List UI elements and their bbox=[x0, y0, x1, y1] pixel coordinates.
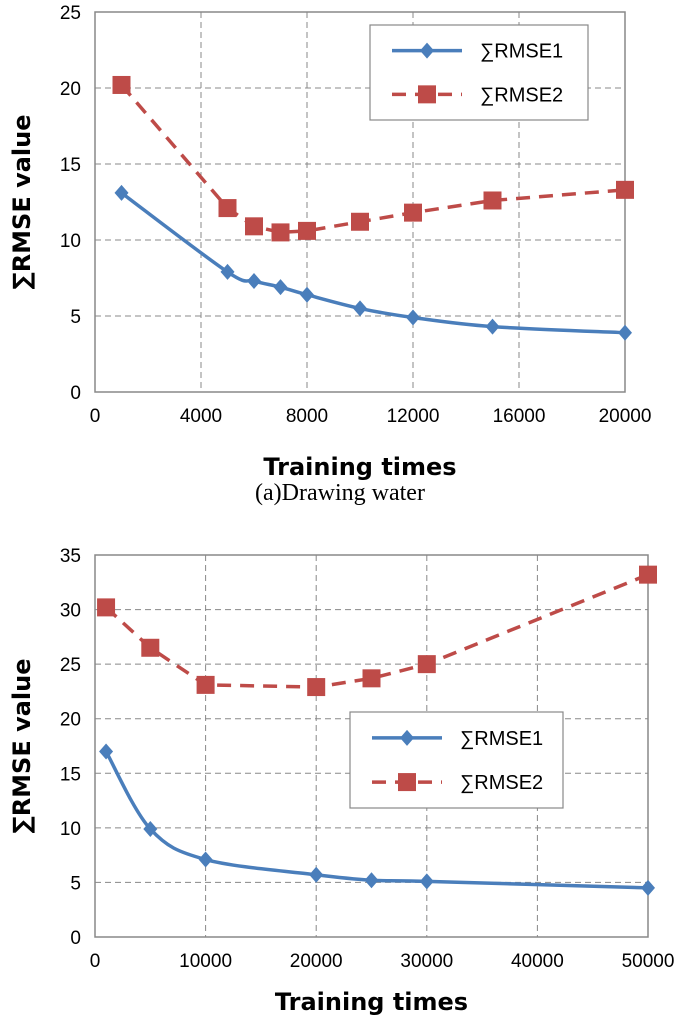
y-tick-label: 0 bbox=[70, 383, 81, 404]
y-tick-label: 10 bbox=[60, 819, 81, 840]
data-point-1 bbox=[419, 873, 434, 890]
data-point-1 bbox=[485, 318, 500, 335]
x-tick-label: 0 bbox=[90, 951, 101, 972]
data-point-1 bbox=[641, 879, 655, 896]
legend-label: ∑RMSE1 bbox=[480, 41, 563, 63]
x-tick-label: 12000 bbox=[387, 406, 440, 427]
x-tick-label: 30000 bbox=[400, 951, 453, 972]
data-point-2 bbox=[362, 669, 381, 688]
legend-marker bbox=[420, 42, 434, 59]
data-point-2 bbox=[97, 598, 116, 617]
y-tick-label: 25 bbox=[60, 3, 81, 24]
y-tick-label: 35 bbox=[60, 546, 81, 567]
legend-label: ∑RMSE1 bbox=[460, 728, 543, 750]
legend-box bbox=[369, 24, 589, 121]
x-tick-label: 50000 bbox=[622, 951, 675, 972]
data-point-2 bbox=[196, 675, 215, 694]
plot-area bbox=[94, 554, 649, 938]
legend-box bbox=[349, 711, 564, 809]
legend: ∑RMSE1 ∑RMSE2 bbox=[369, 24, 589, 121]
data-point-1 bbox=[273, 279, 288, 296]
chart-1: 0 5 10 15 20 25 0 4000 8000 12000 16000 20000 Traini… bbox=[8, 3, 651, 506]
y-tick-label: 0 bbox=[70, 928, 81, 949]
x-tick-label: 0 bbox=[90, 406, 101, 427]
data-point-2 bbox=[307, 678, 326, 697]
data-point-2 bbox=[404, 203, 422, 222]
x-tick-label: 10000 bbox=[179, 951, 232, 972]
plot-area bbox=[94, 11, 626, 393]
y-tick-label: 30 bbox=[60, 601, 81, 622]
data-point-2 bbox=[271, 223, 290, 242]
data-point-1 bbox=[99, 743, 114, 760]
legend-marker bbox=[398, 773, 416, 792]
x-tick-label: 4000 bbox=[180, 406, 222, 427]
data-point-2 bbox=[639, 565, 657, 584]
x-tick-label: 16000 bbox=[493, 406, 546, 427]
y-tick-label: 5 bbox=[70, 873, 81, 894]
y-tick-label: 25 bbox=[60, 655, 81, 676]
y-tick-label: 15 bbox=[60, 155, 81, 176]
x-tick-label: 8000 bbox=[286, 406, 328, 427]
chart-caption: (a)Drawing water bbox=[255, 480, 425, 506]
y-tick-label: 5 bbox=[70, 307, 81, 328]
legend-label: ∑RMSE2 bbox=[460, 772, 543, 794]
data-point-1 bbox=[143, 820, 158, 837]
data-point-2 bbox=[483, 191, 502, 210]
data-point-2 bbox=[351, 212, 369, 231]
data-point-1 bbox=[300, 286, 314, 303]
data-point-1 bbox=[220, 263, 235, 280]
y-tick-label: 10 bbox=[60, 231, 81, 252]
x-tick-label: 20000 bbox=[599, 406, 652, 427]
data-point-2 bbox=[298, 221, 316, 240]
y-axis-label: ∑RMSE value bbox=[8, 658, 36, 833]
data-point-1 bbox=[364, 872, 379, 889]
data-point-2 bbox=[112, 75, 131, 94]
chart-2: 0 5 10 15 20 25 30 35 0 10000 20000 30000 40000 50000… bbox=[8, 546, 674, 1016]
data-point-2 bbox=[417, 655, 436, 674]
data-point-1 bbox=[114, 184, 129, 201]
x-tick-label: 20000 bbox=[290, 951, 343, 972]
x-axis-label: Training times bbox=[263, 453, 456, 481]
legend-marker bbox=[418, 85, 436, 104]
y-tick-label: 20 bbox=[60, 79, 81, 100]
y-axis-label: ∑RMSE value bbox=[8, 114, 36, 289]
legend: ∑RMSE1 ∑RMSE2 bbox=[349, 711, 564, 809]
data-point-1 bbox=[406, 309, 420, 326]
data-point-1 bbox=[353, 300, 367, 317]
data-point-1 bbox=[198, 851, 213, 868]
x-axis-label: Training times bbox=[275, 988, 468, 1016]
data-point-1 bbox=[309, 866, 324, 883]
data-point-2 bbox=[141, 638, 160, 657]
x-tick-label: 40000 bbox=[511, 951, 564, 972]
legend-label: ∑RMSE2 bbox=[480, 84, 563, 106]
data-point-2 bbox=[616, 180, 634, 199]
y-tick-label: 20 bbox=[60, 710, 81, 731]
data-point-2 bbox=[245, 217, 263, 236]
y-tick-label: 15 bbox=[60, 764, 81, 785]
data-point-1 bbox=[618, 324, 632, 341]
series-line-1 bbox=[120, 191, 626, 335]
legend-marker bbox=[400, 729, 414, 746]
data-point-2 bbox=[218, 199, 237, 218]
data-point-1 bbox=[247, 273, 261, 290]
